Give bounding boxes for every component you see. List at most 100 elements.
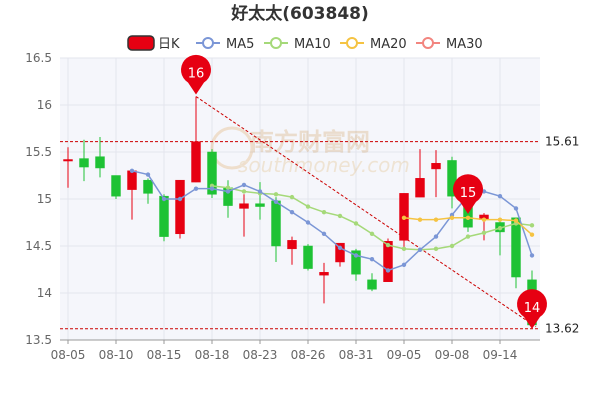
candle-body [271,200,281,247]
legend-label: MA30 [446,37,483,52]
candle [319,262,329,304]
ma5-point [353,253,359,258]
ma20-point [433,217,439,222]
candle-body [287,240,297,250]
ma20-point [449,215,455,220]
ma10-point [289,194,295,200]
candle [367,273,377,292]
candle [239,194,249,237]
candle-body [95,156,105,169]
x-tick-label: 08-10 [99,348,134,362]
legend-label: MA20 [370,37,407,52]
ma20-point [465,215,471,220]
price-pin: 16 [181,54,211,95]
ma10-point [225,185,231,190]
candle-body [239,203,249,209]
ma5-point [337,245,343,251]
candle-body [255,203,265,207]
ma5-point [193,186,199,191]
candle-body [143,179,153,194]
legend-item[interactable]: 日K [127,35,180,52]
ma20-point [497,217,503,222]
candle-body [447,160,457,197]
x-tick-label: 08-15 [147,348,182,362]
ma10-point [369,231,375,236]
legend-item[interactable]: MA10 [264,37,331,52]
ma10-point [465,234,471,239]
legend-swatch-marker [270,37,282,49]
ma5-point [273,199,279,205]
x-tick-label: 08-26 [291,348,326,362]
pin-marker [453,174,483,214]
x-tick-label: 09-08 [435,348,470,362]
pin-label: 16 [188,67,205,82]
x-tick-label: 08-31 [339,348,374,362]
legend-label: MA10 [294,37,331,52]
candle-body [431,163,441,170]
chart-title: 好太太(603848) [230,3,369,24]
ma5-point [417,247,423,252]
ma10-point [529,223,535,228]
ma10-point [433,246,439,252]
y-tick-label: 13.5 [25,333,52,347]
candle [511,217,521,289]
ma5-point [513,206,519,211]
ma5-point [209,186,215,191]
candle [415,149,425,198]
legend-label: 日K [158,37,180,52]
x-tick-label: 08-05 [51,348,86,362]
ma5-point [289,209,295,215]
ma10-point [497,225,503,231]
candle [191,96,201,183]
legend-swatch-marker [346,37,358,49]
ma5-point [241,182,247,188]
legend-item[interactable]: MA20 [340,37,407,52]
ma10-point [449,243,455,249]
candle [303,244,313,271]
y-tick-label: 14 [37,286,52,300]
candle [159,194,169,242]
ma10-point [385,242,391,248]
ma10-point [305,204,311,209]
ma20-point [401,215,407,220]
ma10-point [337,213,343,219]
candle [143,178,153,204]
ma5-point [225,189,231,194]
legend: 日K MA5 MA10 MA20 MA30 [127,35,483,52]
ma5-point [385,268,391,273]
candle-body [335,242,345,263]
legend-swatch-marker [422,37,434,49]
candle-body [415,178,425,198]
ma10-point [241,189,247,194]
candle [399,193,409,249]
reference-line-label: 13.62 [545,322,579,336]
x-tick-label: 08-18 [195,348,230,362]
x-tick-label: 09-05 [387,348,422,362]
candle-body [111,175,121,197]
ma10-point [481,230,487,236]
candle-body [303,245,313,269]
x-tick-label: 09-14 [483,348,518,362]
ma20-point [417,217,423,222]
y-tick-label: 16.5 [25,51,52,65]
candle [447,156,457,209]
candle [175,179,185,239]
ma20-point [513,218,519,223]
candle [431,150,441,198]
candle-body [63,159,73,162]
ma10-point [353,221,359,226]
y-tick-label: 16 [37,98,52,112]
ma10-point [273,192,279,197]
x-tick-label: 08-23 [243,348,278,362]
price-pin: 15 [453,174,483,214]
legend-item[interactable]: MA30 [416,37,483,52]
pin-label: 15 [460,186,477,201]
candle-body [383,241,393,282]
legend-item[interactable]: MA5 [196,37,254,52]
ma10-point [401,246,407,252]
ma5-point [145,172,151,177]
candle-body [351,250,361,275]
candle-body [511,217,521,278]
